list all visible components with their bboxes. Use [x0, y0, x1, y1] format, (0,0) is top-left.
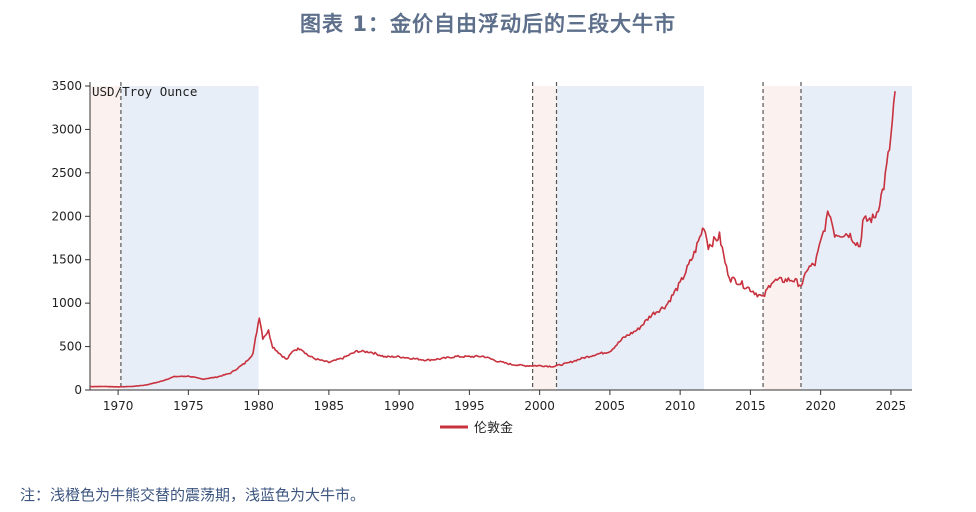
y-tick-label: 2500: [51, 166, 82, 180]
chart-note: 注：浅橙色为牛熊交替的震荡期，浅蓝色为大牛市。: [20, 486, 366, 504]
consolidation-band: [90, 86, 121, 390]
x-tick-label: 2025: [876, 399, 907, 413]
series-layer: [90, 91, 896, 388]
x-tick-label: 2010: [665, 399, 696, 413]
x-tick-label: 2020: [805, 399, 836, 413]
x-tick-label: 1990: [384, 399, 415, 413]
y-tick-label: 0: [74, 383, 82, 397]
x-tick-label: 2015: [735, 399, 766, 413]
y-tick-label: 500: [59, 340, 82, 354]
x-tick-label: 1980: [243, 399, 274, 413]
chart-title: 图表 1：金价自由浮动后的三段大牛市: [300, 12, 676, 36]
axes: 0 500 1000 1500 2000 2500 3000 3500 1970 1975 1980…: [51, 79, 912, 413]
x-tick-label: 1995: [454, 399, 485, 413]
series-line-london-gold: [90, 91, 896, 388]
x-tick-label: 1985: [314, 399, 345, 413]
x-tick-label: 2000: [524, 399, 555, 413]
y-tick-label: 3000: [51, 122, 82, 136]
y-tick-label: 3500: [51, 79, 82, 93]
consolidation-band: [532, 86, 557, 390]
y-tick-label: 1500: [51, 253, 82, 267]
unit-label: USD/Troy Ounce: [92, 84, 197, 99]
bull-market-band: [556, 86, 705, 390]
period-boundaries: [120, 82, 802, 390]
bull-market-band: [800, 86, 912, 390]
x-tick-label: 1970: [103, 399, 134, 413]
x-tick-label: 1975: [173, 399, 204, 413]
period-bands: [90, 86, 912, 390]
x-tick-label: 2005: [595, 399, 626, 413]
legend: 伦敦金: [440, 420, 513, 436]
bull-market-band: [120, 86, 259, 390]
consolidation-band: [763, 86, 801, 390]
y-tick-label: 1000: [51, 296, 82, 310]
legend-label: 伦敦金: [474, 420, 513, 436]
y-tick-label: 2000: [51, 209, 82, 223]
